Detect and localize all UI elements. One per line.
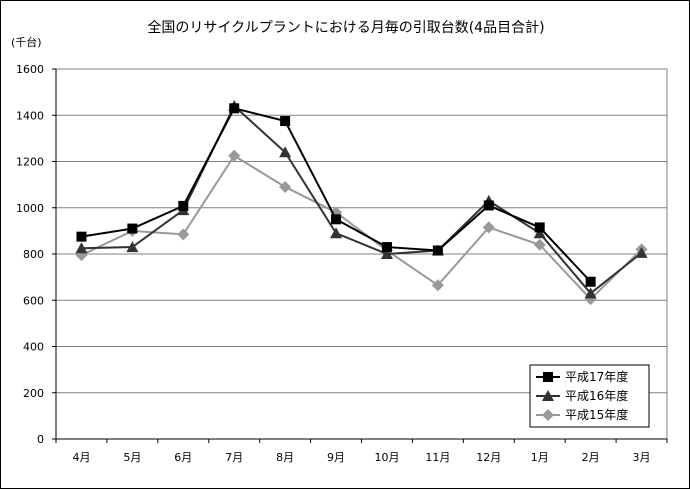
y-tick-label: 0	[37, 433, 44, 446]
data-point	[331, 214, 342, 225]
legend-marker	[543, 372, 553, 382]
x-tick-label: 2月	[582, 451, 600, 464]
x-tick-label: 1月	[531, 451, 549, 464]
data-point	[585, 276, 596, 287]
data-point	[584, 287, 597, 299]
x-tick-label: 8月	[276, 451, 294, 464]
x-tick-label: 4月	[72, 451, 90, 464]
data-point	[75, 242, 88, 254]
y-tick-label: 1400	[16, 109, 44, 122]
data-point	[482, 221, 495, 234]
data-point	[330, 227, 343, 239]
data-point	[127, 223, 138, 234]
y-tick-label: 400	[23, 341, 44, 354]
legend-marker	[542, 409, 554, 421]
y-tick-label: 1000	[16, 202, 44, 215]
data-point	[380, 248, 393, 259]
data-point	[178, 200, 189, 211]
legend-label: 平成15年度	[565, 407, 628, 422]
y-tick-label: 1200	[16, 156, 44, 169]
x-tick-label: 3月	[633, 451, 651, 464]
data-point	[431, 279, 444, 292]
data-point	[279, 180, 292, 193]
y-tick-label: 600	[23, 294, 44, 307]
data-point	[228, 149, 241, 162]
y-tick-label: 800	[23, 248, 44, 261]
data-point	[533, 238, 546, 251]
data-point	[534, 222, 545, 233]
x-tick-label: 7月	[225, 451, 243, 464]
data-point	[76, 231, 87, 242]
data-point	[279, 146, 292, 158]
chart-title: 全国のリサイクルプラントにおける月毎の引取台数(4品目合計)	[147, 19, 544, 36]
series-line	[81, 154, 643, 301]
x-tick-label: 9月	[327, 451, 345, 464]
data-point	[381, 242, 392, 253]
y-tick-label: 1600	[16, 63, 44, 76]
data-point	[533, 227, 546, 239]
data-point	[483, 200, 494, 211]
legend-marker	[542, 390, 554, 401]
series-0	[76, 103, 596, 287]
data-point	[280, 116, 291, 127]
series-line	[81, 104, 643, 295]
x-tick-label: 11月	[425, 451, 450, 464]
y-tick-label: 200	[23, 387, 44, 400]
data-point	[229, 103, 240, 114]
data-point	[635, 246, 648, 258]
data-point	[126, 241, 139, 253]
data-point	[432, 245, 443, 256]
data-point	[177, 228, 190, 241]
x-tick-label: 6月	[174, 451, 192, 464]
plot-area: 0 200 400 600 800 1000 1200 1400 1600 4月 5月 6月 7月 8月 9…	[16, 63, 668, 464]
legend-label: 平成17年度	[565, 369, 628, 384]
x-tick-label: 5月	[123, 451, 141, 464]
legend-label: 平成16年度	[565, 388, 628, 403]
y-unit-label: (千台)	[11, 35, 42, 49]
x-tick-label: 12月	[476, 451, 501, 464]
x-tick-label: 10月	[374, 451, 399, 464]
